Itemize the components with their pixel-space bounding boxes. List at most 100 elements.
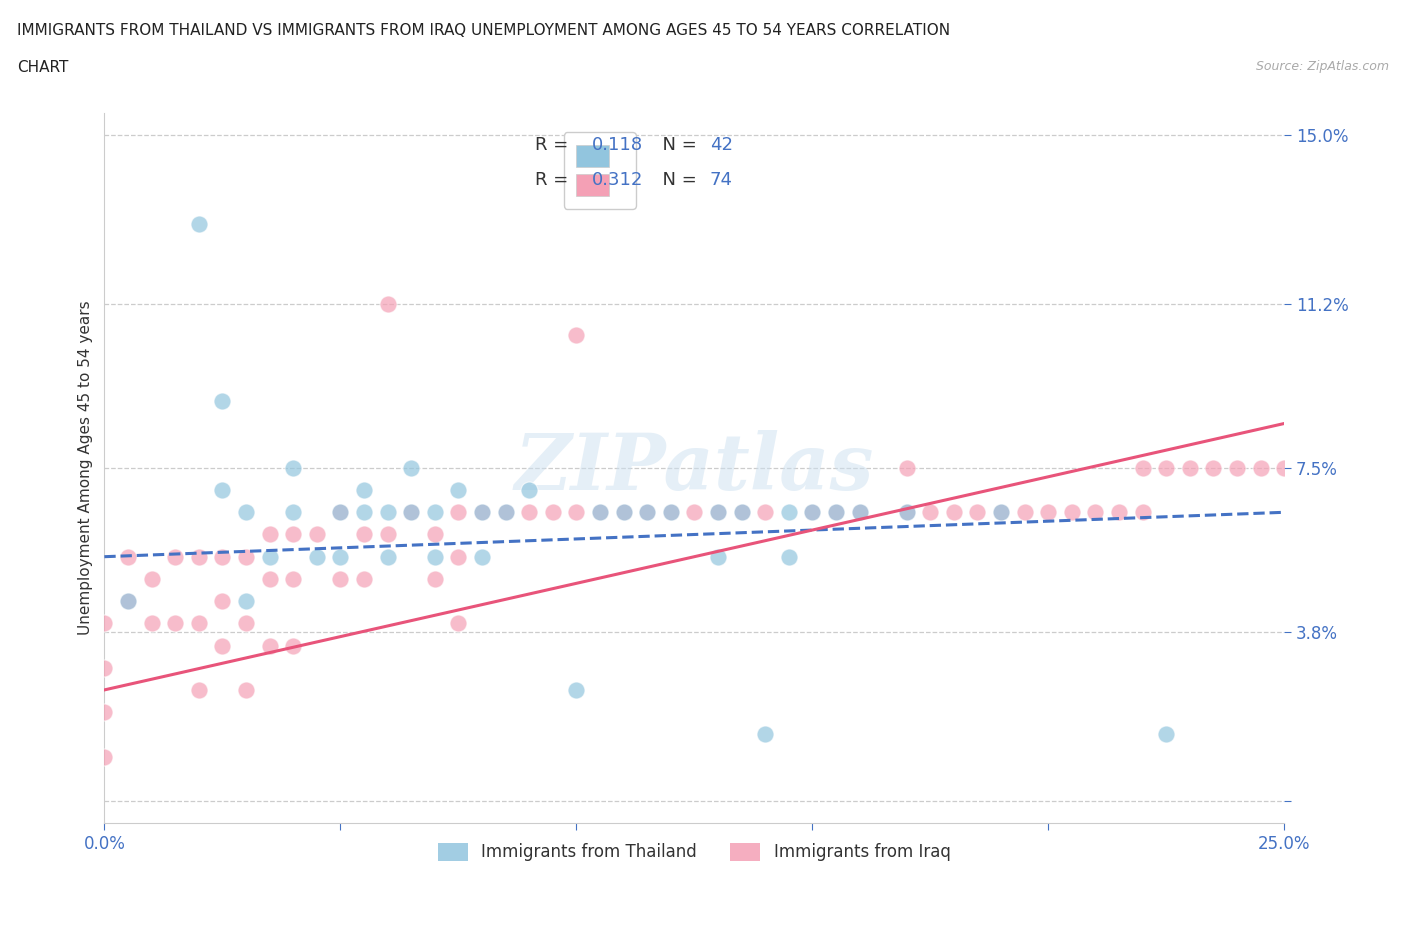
Point bbox=[825, 505, 848, 520]
Point bbox=[353, 571, 375, 586]
Text: 74: 74 bbox=[710, 171, 733, 189]
Point bbox=[329, 550, 352, 565]
Point bbox=[517, 505, 540, 520]
Point bbox=[589, 505, 612, 520]
Point bbox=[659, 505, 682, 520]
Point bbox=[305, 550, 328, 565]
Point bbox=[778, 550, 800, 565]
Point bbox=[329, 505, 352, 520]
Point bbox=[707, 550, 730, 565]
Point bbox=[423, 505, 446, 520]
Text: 0.312: 0.312 bbox=[592, 171, 643, 189]
Point bbox=[165, 550, 187, 565]
Text: ZIPatlas: ZIPatlas bbox=[515, 430, 875, 506]
Point bbox=[612, 505, 634, 520]
Text: N =: N = bbox=[651, 136, 702, 153]
Point bbox=[283, 527, 305, 542]
Point bbox=[305, 527, 328, 542]
Point bbox=[353, 483, 375, 498]
Point bbox=[471, 505, 494, 520]
Point bbox=[259, 550, 281, 565]
Point bbox=[966, 505, 988, 520]
Point bbox=[93, 616, 115, 631]
Point bbox=[471, 550, 494, 565]
Point bbox=[778, 505, 800, 520]
Point bbox=[730, 505, 752, 520]
Point bbox=[589, 505, 612, 520]
Point bbox=[117, 550, 139, 565]
Point bbox=[399, 505, 422, 520]
Point bbox=[423, 550, 446, 565]
Point bbox=[377, 505, 399, 520]
Point bbox=[1272, 460, 1295, 475]
Point bbox=[211, 393, 233, 408]
Point bbox=[447, 483, 470, 498]
Point bbox=[283, 460, 305, 475]
Point bbox=[1154, 460, 1177, 475]
Text: R =: R = bbox=[536, 171, 574, 189]
Text: R =: R = bbox=[536, 136, 574, 153]
Text: 42: 42 bbox=[710, 136, 733, 153]
Point bbox=[187, 683, 209, 698]
Point bbox=[707, 505, 730, 520]
Point bbox=[235, 616, 257, 631]
Point bbox=[187, 216, 209, 231]
Point bbox=[920, 505, 942, 520]
Point bbox=[471, 505, 494, 520]
Point bbox=[353, 527, 375, 542]
Point bbox=[93, 660, 115, 675]
Point bbox=[141, 616, 163, 631]
Point bbox=[259, 527, 281, 542]
Point bbox=[896, 505, 918, 520]
Point bbox=[235, 683, 257, 698]
Point bbox=[990, 505, 1012, 520]
Text: CHART: CHART bbox=[17, 60, 69, 75]
Point bbox=[117, 593, 139, 608]
Point bbox=[707, 505, 730, 520]
Point bbox=[187, 550, 209, 565]
Y-axis label: Unemployment Among Ages 45 to 54 years: Unemployment Among Ages 45 to 54 years bbox=[79, 300, 93, 635]
Point bbox=[754, 505, 776, 520]
Point bbox=[1108, 505, 1130, 520]
Point bbox=[825, 505, 848, 520]
Point bbox=[187, 616, 209, 631]
Point bbox=[565, 327, 588, 342]
Point bbox=[612, 505, 634, 520]
Point bbox=[447, 550, 470, 565]
Point bbox=[211, 593, 233, 608]
Point bbox=[541, 505, 564, 520]
Point bbox=[399, 460, 422, 475]
Point bbox=[377, 550, 399, 565]
Point bbox=[1014, 505, 1036, 520]
Point bbox=[1202, 460, 1225, 475]
Point bbox=[896, 460, 918, 475]
Point bbox=[447, 616, 470, 631]
Text: 0.118: 0.118 bbox=[592, 136, 643, 153]
Point bbox=[1178, 460, 1201, 475]
Point bbox=[235, 593, 257, 608]
Point bbox=[211, 483, 233, 498]
Point bbox=[329, 571, 352, 586]
Point bbox=[235, 550, 257, 565]
Point bbox=[1226, 460, 1249, 475]
Point bbox=[377, 527, 399, 542]
Legend: Immigrants from Thailand, Immigrants from Iraq: Immigrants from Thailand, Immigrants fro… bbox=[432, 836, 957, 868]
Point bbox=[848, 505, 870, 520]
Point bbox=[1154, 727, 1177, 742]
Point bbox=[1038, 505, 1060, 520]
Point bbox=[93, 705, 115, 720]
Text: Source: ZipAtlas.com: Source: ZipAtlas.com bbox=[1256, 60, 1389, 73]
Point bbox=[165, 616, 187, 631]
Point bbox=[235, 505, 257, 520]
Point bbox=[517, 483, 540, 498]
Point bbox=[423, 527, 446, 542]
Point bbox=[211, 638, 233, 653]
Point bbox=[636, 505, 658, 520]
Point bbox=[1060, 505, 1083, 520]
Point bbox=[495, 505, 517, 520]
Point bbox=[259, 571, 281, 586]
Point bbox=[754, 727, 776, 742]
Point bbox=[990, 505, 1012, 520]
Point bbox=[565, 683, 588, 698]
Point bbox=[1084, 505, 1107, 520]
